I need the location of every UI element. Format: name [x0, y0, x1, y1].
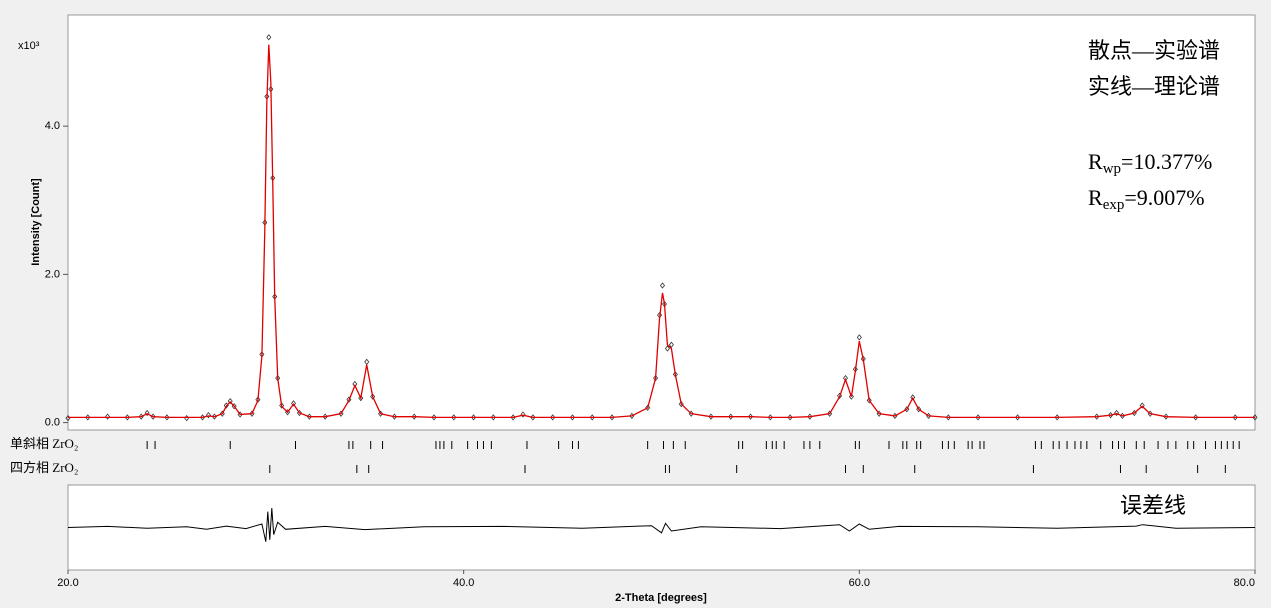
- observed-point: [866, 397, 872, 404]
- residual-area: [67, 484, 1256, 571]
- observed-point: [266, 34, 272, 41]
- observed-point: [1015, 414, 1021, 421]
- observed-point: [569, 414, 575, 421]
- observed-point: [678, 400, 684, 408]
- observed-point: [848, 393, 854, 400]
- r-subscript: wp: [1103, 161, 1121, 177]
- residual-line: [67, 507, 1256, 542]
- r-symbol: R: [1088, 185, 1103, 210]
- observed-point: [520, 411, 526, 418]
- observed-point: [378, 410, 384, 417]
- observed-point: [1232, 414, 1238, 421]
- observed-point: [85, 414, 91, 421]
- r-value: =9.007%: [1124, 185, 1204, 210]
- observed-point: [664, 345, 670, 352]
- observed-point: [291, 400, 297, 407]
- plot-area: [67, 14, 1256, 431]
- observed-point: [124, 414, 130, 421]
- observed-point: [904, 406, 910, 413]
- observed-point: [490, 414, 496, 421]
- residual-annotation: 误差线: [1120, 493, 1186, 518]
- annotation: 散点—实验谱: [1088, 38, 1220, 63]
- observed-point: [105, 413, 111, 420]
- observed-point: [1139, 402, 1145, 409]
- phase-label: 四方相 ZrO₂: [10, 460, 78, 475]
- observed-point: [837, 392, 843, 400]
- observed-point: [910, 394, 916, 401]
- r-factor: Rexp=9.007%: [1088, 185, 1205, 213]
- observed-point: [144, 409, 150, 417]
- observed-point: [279, 402, 285, 409]
- observed-point: [856, 334, 862, 341]
- observed-point: [227, 397, 233, 405]
- observed-point: [767, 414, 773, 421]
- r-symbol: R: [1088, 149, 1103, 174]
- x-axis-label: 2-Theta [degrees]: [615, 592, 707, 604]
- observed-point: [827, 410, 833, 417]
- observed-point: [728, 413, 734, 420]
- observed-point: [205, 412, 211, 419]
- observed-point: [945, 414, 951, 421]
- observed-point: [1193, 414, 1199, 421]
- observed-point: [645, 404, 651, 411]
- observed-point: [659, 282, 666, 289]
- observed-point: [1252, 414, 1258, 421]
- observed-point: [411, 413, 417, 420]
- x-tick-label: 60.0: [849, 577, 870, 589]
- y-tick-label: 4.0: [45, 120, 60, 132]
- observed-point: [255, 396, 261, 403]
- observed-point: [668, 341, 674, 348]
- y-axis-label: Intensity [Count]: [30, 178, 42, 266]
- observed-point: [609, 414, 615, 421]
- observed-point: [1054, 414, 1060, 421]
- observed-point: [589, 414, 595, 421]
- observed-point: [451, 414, 457, 421]
- observed-point: [975, 414, 981, 421]
- y-tick-label: 0.0: [45, 416, 60, 428]
- observed-point: [787, 414, 793, 421]
- x-tick-label: 80.0: [1234, 577, 1255, 589]
- observed-point: [358, 394, 364, 402]
- observed-point: [807, 413, 813, 420]
- observed-point: [338, 410, 344, 417]
- x-tick-label: 40.0: [453, 577, 474, 589]
- observed-point: [431, 414, 437, 421]
- phase-label: 单斜相 ZrO₂: [10, 436, 78, 451]
- observed-point: [916, 406, 922, 413]
- observed-point: [1114, 409, 1120, 417]
- observed-point: [219, 410, 225, 417]
- observed-point: [550, 414, 556, 421]
- observed-point: [164, 414, 170, 421]
- x-tick-label: 20.0: [57, 577, 78, 589]
- y-tick-label: 2.0: [45, 268, 60, 280]
- observed-point: [249, 410, 255, 417]
- observed-point: [370, 393, 376, 400]
- calculated-line: [68, 44, 1255, 419]
- observed-point: [471, 414, 477, 421]
- observed-point: [748, 413, 754, 420]
- r-subscript: exp: [1103, 197, 1125, 213]
- observed-point: [708, 413, 714, 420]
- annotation: 实线—理论谱: [1088, 74, 1220, 99]
- observed-point: [1094, 413, 1100, 420]
- r-value: =10.377%: [1121, 149, 1212, 174]
- observed-point: [364, 358, 370, 365]
- y-scale-label: x10³: [18, 40, 40, 52]
- observed-point: [346, 396, 352, 403]
- r-factor: Rwp=10.377%: [1088, 149, 1212, 177]
